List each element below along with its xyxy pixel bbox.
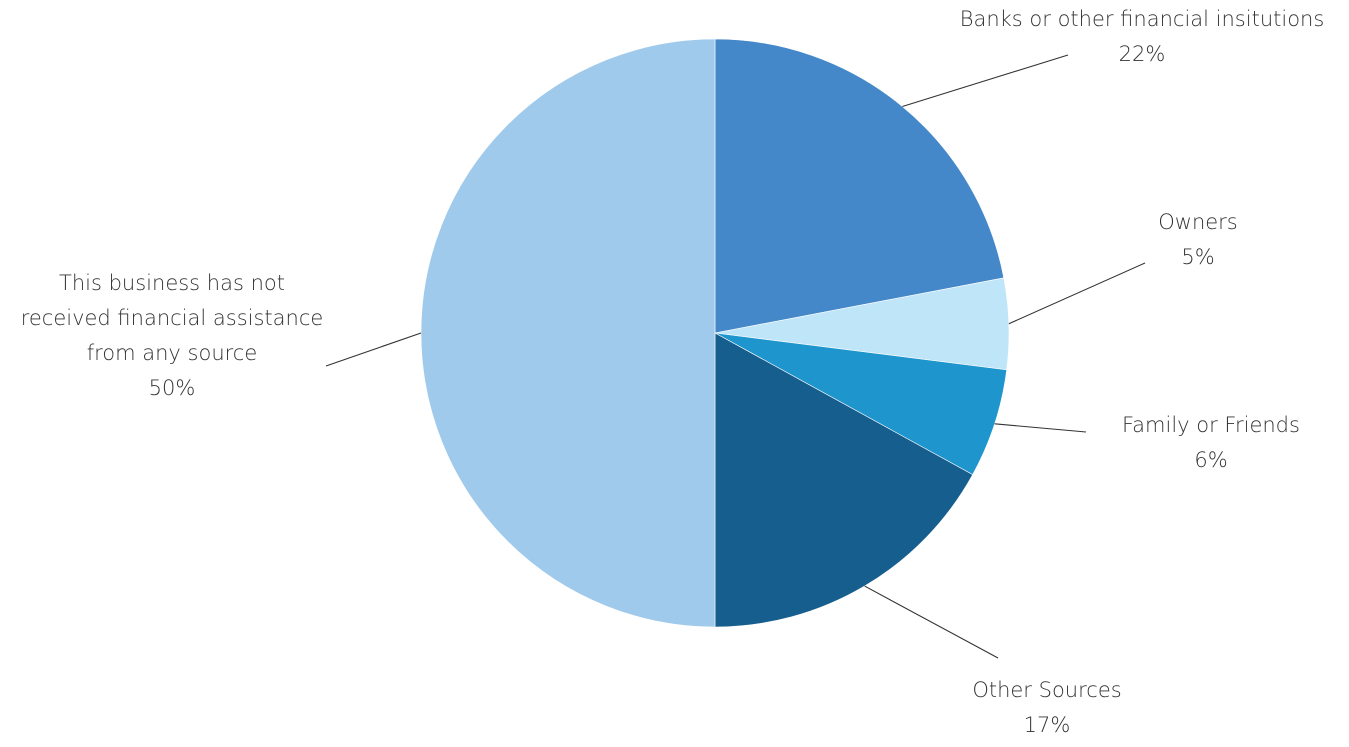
slice-value-label: 22%	[1119, 42, 1166, 66]
slice-label-1: Banks or other financial insitutions 22%	[960, 7, 1325, 66]
slice-label-name-line: This business has not	[59, 271, 285, 295]
leader-lines	[325, 54, 1146, 659]
slice-labels: Banks or other financial insitutions 22% O…	[21, 7, 1325, 737]
leader-line-2	[1008, 262, 1146, 325]
slice-label-2: Owners 5%	[1158, 210, 1238, 269]
slice-label-name-line: from any source	[87, 341, 258, 365]
slice-label-name-line: Owners	[1158, 210, 1238, 234]
slice-label-4: Other Sources 17%	[972, 678, 1121, 737]
slice-label-name-line: Other Sources	[972, 678, 1121, 702]
slice-label-name-line: received financial assistance	[21, 306, 324, 330]
slice-label-name-line: Family or Friends	[1122, 413, 1300, 437]
slice-value-label: 5%	[1181, 245, 1214, 269]
leader-line-5	[325, 332, 422, 367]
leader-line-4	[864, 585, 999, 659]
slice-label-name-line: Banks or other financial insitutions	[960, 7, 1325, 31]
pie-slice-1	[714, 38, 1005, 334]
leader-line-1	[902, 54, 1069, 107]
pie-slice-4	[714, 332, 974, 628]
pie-slice-5	[420, 38, 716, 628]
slice-value-label: 6%	[1194, 448, 1227, 472]
pie-slices	[420, 38, 1010, 628]
slice-value-label: 50%	[149, 376, 196, 400]
slice-label-3: Family or Friends 6%	[1122, 413, 1300, 472]
slice-label-5: This business has not received financial …	[21, 271, 324, 400]
slice-value-label: 17%	[1024, 713, 1071, 737]
leader-line-3	[994, 423, 1087, 433]
